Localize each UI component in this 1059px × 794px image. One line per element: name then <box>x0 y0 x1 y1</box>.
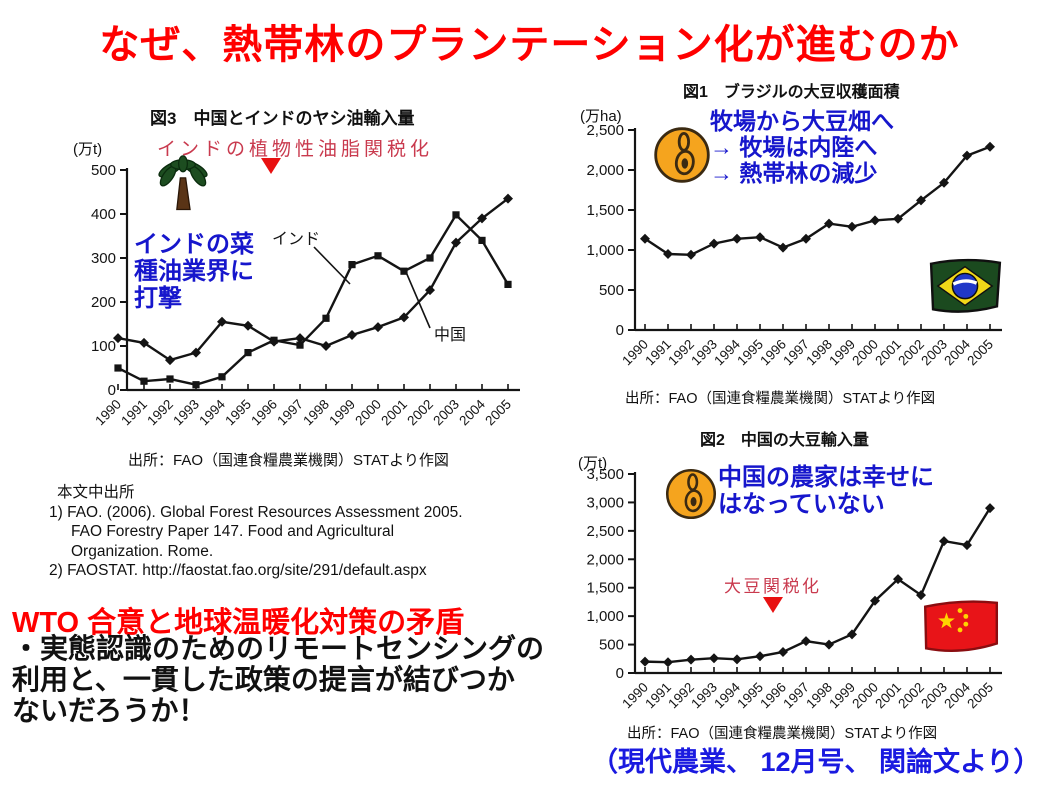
svg-text:2003: 2003 <box>430 397 462 429</box>
fig3-tariff-annotation: インドの植物性油脂関税化 <box>157 139 434 160</box>
svg-text:1,500: 1,500 <box>586 580 624 597</box>
svg-text:1,500: 1,500 <box>586 202 624 219</box>
fig3-callout: インドの菜 種油業界に 打撃 <box>134 231 254 313</box>
slide-title: なぜ、熱帯林のプランテーション化が進むのか <box>99 23 960 67</box>
china-flag-icon <box>923 600 999 653</box>
svg-text:400: 400 <box>91 206 116 223</box>
svg-text:3,500: 3,500 <box>586 466 624 483</box>
conclusion-line2: 利用と、一貫した政策の提言が結びつか <box>12 664 515 695</box>
conclusion-line1: ・実態認識のためのリモートセンシングの <box>12 633 545 664</box>
svg-text:中国: 中国 <box>434 326 466 344</box>
references-heading: 本文中出所 <box>57 484 135 501</box>
fig1-callout: 牧場から大豆畑へ → 牧場は内陸へ → 熱帯林の減少 <box>710 108 894 186</box>
credit-line: （現代農業、 12月号、 関論文より） <box>591 747 1041 777</box>
svg-text:2005: 2005 <box>964 680 996 712</box>
fig1-callout-line2: → 牧場は内陸へ <box>710 133 878 160</box>
fig3-source: 出所：FAO（国連食糧農業機関）STATより作図 <box>128 452 449 469</box>
fig3-y-unit: (万t) <box>73 141 103 158</box>
svg-text:1992: 1992 <box>144 397 176 429</box>
reference-1-line2: FAO Forestry Paper 147. Food and Agricul… <box>71 523 395 540</box>
svg-text:2004: 2004 <box>456 396 488 428</box>
fig1-callout-line3: → 熱帯林の減少 <box>710 159 878 186</box>
references: 本文中出所 1) FAO. (2006). Global Forest Reso… <box>49 483 463 581</box>
fig2-title: 図2 中国の大豆輸入量 <box>700 432 869 449</box>
svg-text:2,500: 2,500 <box>586 523 624 540</box>
reference-2-line1: 2) FAOSTAT. http://faostat.fao.org/site/… <box>49 562 427 579</box>
svg-text:500: 500 <box>599 637 624 654</box>
svg-text:2,000: 2,000 <box>586 551 624 568</box>
svg-text:3,000: 3,000 <box>586 494 624 511</box>
soybean-icon-fig1 <box>654 127 710 183</box>
svg-text:1994: 1994 <box>196 396 228 428</box>
svg-text:2001: 2001 <box>378 397 410 429</box>
svg-text:2005: 2005 <box>964 337 996 369</box>
svg-text:1993: 1993 <box>170 397 202 429</box>
fig3-callout-line3: 打撃 <box>134 284 182 312</box>
svg-text:2000: 2000 <box>352 397 384 429</box>
fig1-title: 図1 ブラジルの大豆収穫面積 <box>683 84 900 101</box>
fig3-line-chart: 0 100 200 300 400 500 199019911992199319941995… <box>91 162 520 429</box>
fig3-callout-line2: 種油業界に <box>134 257 254 285</box>
svg-text:2,000: 2,000 <box>586 162 624 179</box>
svg-text:0: 0 <box>108 382 116 399</box>
svg-text:300: 300 <box>91 250 116 267</box>
fig2-callout-line2: はなっていない <box>718 490 885 518</box>
svg-text:100: 100 <box>91 338 116 355</box>
fig1-line-chart: 05001,0001,5002,0002,5001990199119921993… <box>586 122 1002 369</box>
fig2-y-unit: (万t) <box>578 455 608 472</box>
reference-1-line1: 1) FAO. (2006). Global Forest Resources … <box>49 503 463 521</box>
conclusion-line3: ないだろうか！ <box>12 695 207 726</box>
svg-text:1,000: 1,000 <box>586 242 624 259</box>
svg-text:1995: 1995 <box>222 397 254 429</box>
fig2-callout: 中国の農家は幸せに はなっていない <box>718 464 934 519</box>
fig3-tariff-marker-triangle <box>261 158 281 174</box>
svg-text:0: 0 <box>616 665 624 682</box>
svg-text:0: 0 <box>616 322 624 339</box>
svg-text:1999: 1999 <box>326 397 358 429</box>
svg-text:1996: 1996 <box>248 397 280 429</box>
fig2-source: 出所：FAO（国連食糧農業機関）STATより作図 <box>627 726 938 742</box>
fig1-callout-line1: 牧場から大豆畑へ <box>710 108 894 134</box>
conclusion-body: ・実態認識のためのリモートセンシングの 利用と、一貫した政策の提言が結びつか な… <box>12 633 544 726</box>
soybean-icon-fig2 <box>665 468 717 520</box>
svg-text:500: 500 <box>91 162 116 179</box>
fig2-tariff-marker-triangle <box>763 597 783 613</box>
svg-text:2,500: 2,500 <box>586 122 624 139</box>
svg-text:1990: 1990 <box>92 397 124 429</box>
palm-tree-icon <box>158 155 208 211</box>
svg-text:1991: 1991 <box>118 397 150 429</box>
conclusion-heading: WTO 合意と地球温暖化対策の矛盾 <box>12 607 465 639</box>
fig1-source: 出所：FAO（国連食糧農業機関）STATより作図 <box>625 391 936 407</box>
reference-1-line3: Organization. Rome. <box>71 542 214 560</box>
fig2-tariff-annotation: 大豆関税化 <box>724 577 822 596</box>
svg-text:200: 200 <box>91 294 116 311</box>
svg-text:1,000: 1,000 <box>586 608 624 625</box>
fig2-callout-line1: 中国の農家は幸せに <box>718 464 934 491</box>
svg-text:1998: 1998 <box>300 397 332 429</box>
fig3-title: 図3 中国とインドのヤシ油輸入量 <box>150 109 415 128</box>
fig2-line-chart: 05001,0001,5002,0002,5003,0003,500199019… <box>586 466 1002 712</box>
svg-text:2005: 2005 <box>482 397 514 429</box>
svg-text:2002: 2002 <box>404 397 436 429</box>
svg-text:500: 500 <box>599 282 624 299</box>
fig3-callout-line1: インドの菜 <box>134 231 254 258</box>
brazil-flag-icon <box>929 258 1002 313</box>
svg-text:1997: 1997 <box>274 397 306 429</box>
svg-text:インド: インド <box>272 231 320 248</box>
fig1-y-unit: (万ha) <box>580 108 622 125</box>
